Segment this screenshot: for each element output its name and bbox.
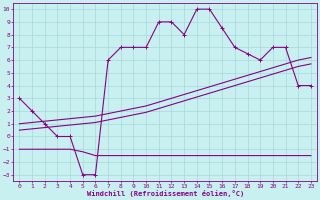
X-axis label: Windchill (Refroidissement éolien,°C): Windchill (Refroidissement éolien,°C) (86, 190, 244, 197)
